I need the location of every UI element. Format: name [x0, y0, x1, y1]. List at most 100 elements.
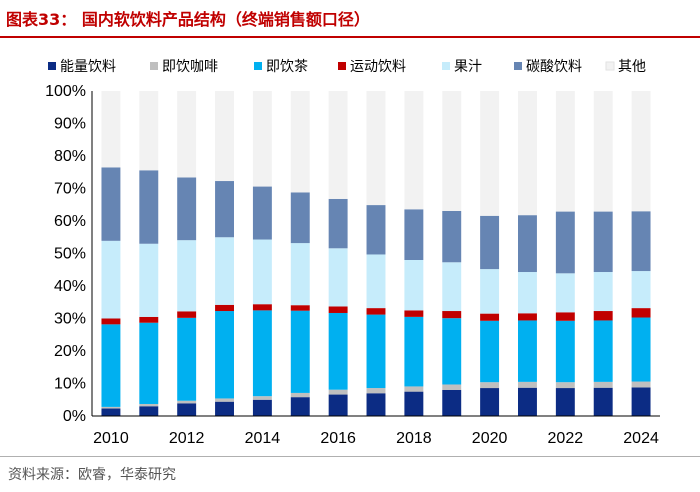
legend-label: 其他	[618, 59, 646, 75]
bar-segment-2020-series-6	[480, 91, 500, 216]
bar-segment-2017-series-4	[366, 254, 386, 309]
bar-segment-2013-series-1	[215, 398, 234, 402]
bar-segment-2018-series-1	[404, 386, 424, 392]
x-tick-label: 2012	[169, 430, 205, 447]
bar-segment-2012-series-1	[177, 400, 197, 404]
bar-segment-2013-series-5	[215, 181, 234, 238]
bar-segment-2011-series-1	[139, 403, 159, 407]
legend: 能量饮料 即饮咖啡 即饮茶 运动饮料 果汁 碳酸饮料 其他	[48, 59, 646, 75]
bar-segment-2015-series-1	[290, 392, 310, 398]
y-tick-label: 50%	[54, 246, 86, 263]
figure-title: 图表33： 国内软饮料产品结构（终端销售额口径）	[6, 6, 370, 30]
bar-segment-2016-series-2	[328, 312, 348, 390]
bar-segment-2013-series-3	[215, 304, 234, 312]
y-tick-label: 70%	[54, 181, 86, 198]
bar-segment-2019-series-5	[442, 210, 462, 263]
bar-segment-2024-series-4	[631, 271, 651, 309]
bar-segment-2017-series-1	[366, 388, 386, 394]
legend-label: 碳酸饮料	[526, 59, 582, 75]
bar-segment-2021-series-4	[518, 272, 537, 314]
bar-segment-2019-series-1	[442, 384, 462, 390]
bar-segment-2011-series-5	[139, 170, 159, 244]
legend-label: 果汁	[454, 59, 482, 75]
legend-label: 即饮咖啡	[162, 59, 218, 75]
bar-segment-2017-series-5	[366, 205, 386, 255]
bar-segment-2013-series-6	[215, 91, 234, 182]
bar-segment-2016-series-4	[328, 248, 348, 307]
legend-swatch	[254, 62, 262, 70]
bar-segment-2010-series-1	[101, 406, 121, 409]
bar-segment-2019-series-3	[442, 311, 462, 319]
bar-segment-2021-series-5	[518, 215, 537, 273]
bar-segment-2023-series-0	[593, 387, 613, 416]
bar-segment-2019-series-2	[442, 318, 462, 385]
y-tick-label: 20%	[54, 343, 86, 360]
y-tick-label: 40%	[54, 278, 86, 295]
x-tick-label: 2014	[245, 430, 281, 447]
bar-segment-2014-series-4	[252, 239, 272, 305]
bar-segment-2011-series-4	[139, 243, 159, 317]
legend-swatch	[605, 61, 615, 71]
bar-segment-2020-series-5	[480, 215, 500, 270]
bar-segment-2023-series-3	[593, 311, 613, 321]
bar-segment-2021-series-3	[518, 313, 537, 321]
bar-segment-2023-series-1	[593, 381, 613, 388]
bar-segment-2022-series-0	[555, 388, 575, 416]
y-tick-label: 30%	[54, 311, 86, 328]
bar-segment-2024-series-3	[631, 308, 651, 318]
bar-segment-2023-series-5	[593, 211, 613, 273]
bar-segment-2023-series-6	[593, 91, 613, 212]
bar-segment-2012-series-2	[177, 317, 197, 401]
footer-divider	[0, 456, 700, 457]
bar-segment-2014-series-6	[252, 91, 272, 187]
bar-segment-2018-series-4	[404, 260, 424, 311]
bar-segment-2012-series-5	[177, 177, 197, 241]
y-tick-label: 90%	[54, 116, 86, 133]
legend-swatch	[514, 62, 522, 70]
bar-segment-2011-series-0	[139, 406, 159, 416]
bar-segment-2024-series-5	[631, 211, 651, 272]
legend-swatch	[48, 62, 56, 70]
bar-segment-2023-series-4	[593, 272, 613, 312]
bar-segment-2011-series-6	[139, 91, 159, 171]
bar-segment-2018-series-0	[404, 391, 424, 417]
bar-segment-2023-series-2	[593, 320, 613, 382]
x-tick-label: 2018	[396, 430, 432, 447]
bar-segment-2020-series-0	[480, 388, 500, 416]
bar-segment-2018-series-2	[404, 316, 424, 387]
bar-segment-2010-series-5	[101, 167, 121, 241]
bar-segment-2018-series-3	[404, 310, 424, 317]
bar-segment-2014-series-2	[252, 310, 272, 397]
figure-label: 图表33：	[6, 10, 77, 29]
bar-segment-2022-series-3	[555, 312, 575, 321]
bar-segment-2012-series-4	[177, 240, 197, 312]
bar-segment-2019-series-0	[442, 390, 462, 416]
title-divider	[0, 36, 700, 38]
bar-segment-2020-series-1	[480, 382, 500, 389]
bar-segment-2012-series-3	[177, 311, 197, 318]
bar-segment-2010-series-0	[101, 408, 121, 416]
bar-segment-2011-series-3	[139, 316, 159, 323]
bar-segment-2022-series-5	[555, 211, 575, 274]
bar-segment-2011-series-2	[139, 322, 159, 404]
bar-segment-2013-series-2	[215, 311, 234, 399]
bar-segment-2016-series-0	[328, 394, 348, 416]
y-tick-label: 0%	[63, 408, 86, 425]
y-tick-label: 100%	[45, 83, 86, 100]
bar-segment-2014-series-5	[252, 186, 272, 240]
x-tick-label: 2020	[472, 430, 508, 447]
bar-segment-2014-series-0	[252, 399, 272, 416]
legend-swatch	[338, 62, 346, 70]
bar-segment-2022-series-2	[555, 320, 575, 383]
bar-segment-2024-series-6	[631, 91, 651, 212]
bar-segment-2017-series-3	[366, 308, 386, 315]
bar-segment-2015-series-2	[290, 310, 310, 393]
bar-segment-2019-series-6	[442, 91, 462, 211]
bar-segment-2024-series-1	[631, 381, 651, 388]
bar-segment-2017-series-2	[366, 314, 386, 389]
bar-segment-2013-series-0	[215, 401, 234, 416]
bar-segment-2021-series-6	[518, 91, 537, 216]
bar-segment-2014-series-1	[252, 396, 272, 400]
bar-segment-2020-series-2	[480, 320, 500, 383]
axes-group: 0% 10% 20% 30% 40% 50% 60% 70% 80% 90% 100% 2010 201…	[45, 83, 660, 447]
